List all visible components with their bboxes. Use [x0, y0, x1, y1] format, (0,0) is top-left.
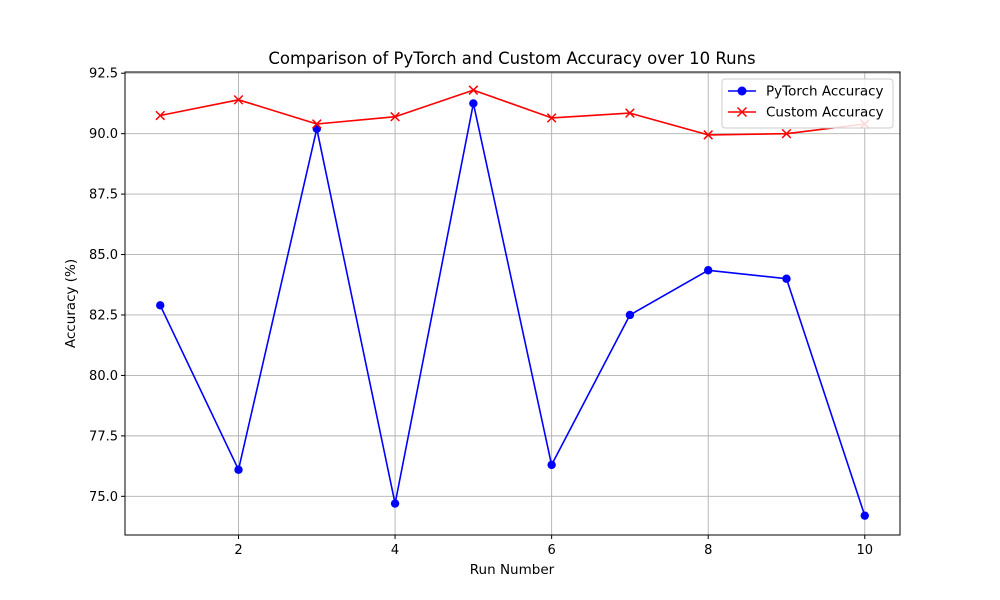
data-point-pytorch — [390, 499, 400, 508]
series-line-pytorch — [159, 102, 866, 516]
y-tick-label: 87.5 — [89, 188, 118, 203]
data-point-pytorch — [704, 266, 713, 275]
x-tick-label: 2 — [234, 543, 242, 558]
x-axis-label: Run Number — [470, 562, 555, 578]
data-point-custom — [233, 94, 244, 105]
data-point-custom — [468, 85, 479, 95]
data-point-pytorch — [547, 460, 556, 470]
data-point-pytorch — [625, 310, 635, 320]
legend-box — [721, 78, 894, 129]
y-tick-label: 85.0 — [89, 248, 118, 263]
legend-label-pytorch: PyTorch Accuracy — [766, 84, 884, 100]
plot-frame — [124, 71, 901, 536]
x-tick-label: 8 — [704, 543, 712, 558]
series-line-custom — [160, 89, 865, 136]
x-tick-label: 6 — [548, 543, 556, 558]
legend-marker-custom — [736, 106, 748, 118]
legend-marker-pytorch — [737, 86, 747, 96]
axis-ticks: 2 4 6 8 10 75.0 77.5 80.0 82.5 85.0 87.5 90.0 92.5 — [89, 67, 873, 558]
data-point-custom — [546, 113, 557, 123]
y-tick-label: 82.5 — [89, 308, 118, 323]
legend-label-custom: Custom Accuracy — [766, 105, 884, 121]
chart-title: Comparison of PyTorch and Custom Accurac… — [268, 49, 755, 68]
y-tick-label: 75.0 — [89, 490, 118, 505]
data-point-custom — [781, 128, 792, 139]
x-tick-label: 4 — [391, 543, 399, 558]
data-point-pytorch — [860, 511, 869, 520]
data-point-custom — [703, 130, 714, 140]
grid — [125, 72, 900, 535]
data-point-custom — [311, 119, 322, 129]
data-point-pytorch — [234, 465, 243, 474]
data-point-pytorch — [156, 301, 165, 310]
series-layer — [155, 85, 870, 520]
x-tick-label: 10 — [856, 543, 873, 558]
y-tick-label: 77.5 — [89, 429, 118, 444]
data-point-pytorch — [782, 274, 791, 283]
legend: PyTorch Accuracy Custom Accuracy — [721, 78, 894, 129]
data-point-pytorch — [469, 99, 478, 108]
y-tick-label: 90.0 — [89, 127, 118, 142]
y-axis-label: Accuracy (%) — [63, 259, 79, 348]
y-tick-label: 80.0 — [89, 369, 118, 384]
data-point-custom — [390, 111, 400, 122]
data-point-custom — [625, 108, 635, 118]
data-point-custom — [155, 110, 166, 121]
y-tick-label: 92.5 — [89, 67, 118, 82]
